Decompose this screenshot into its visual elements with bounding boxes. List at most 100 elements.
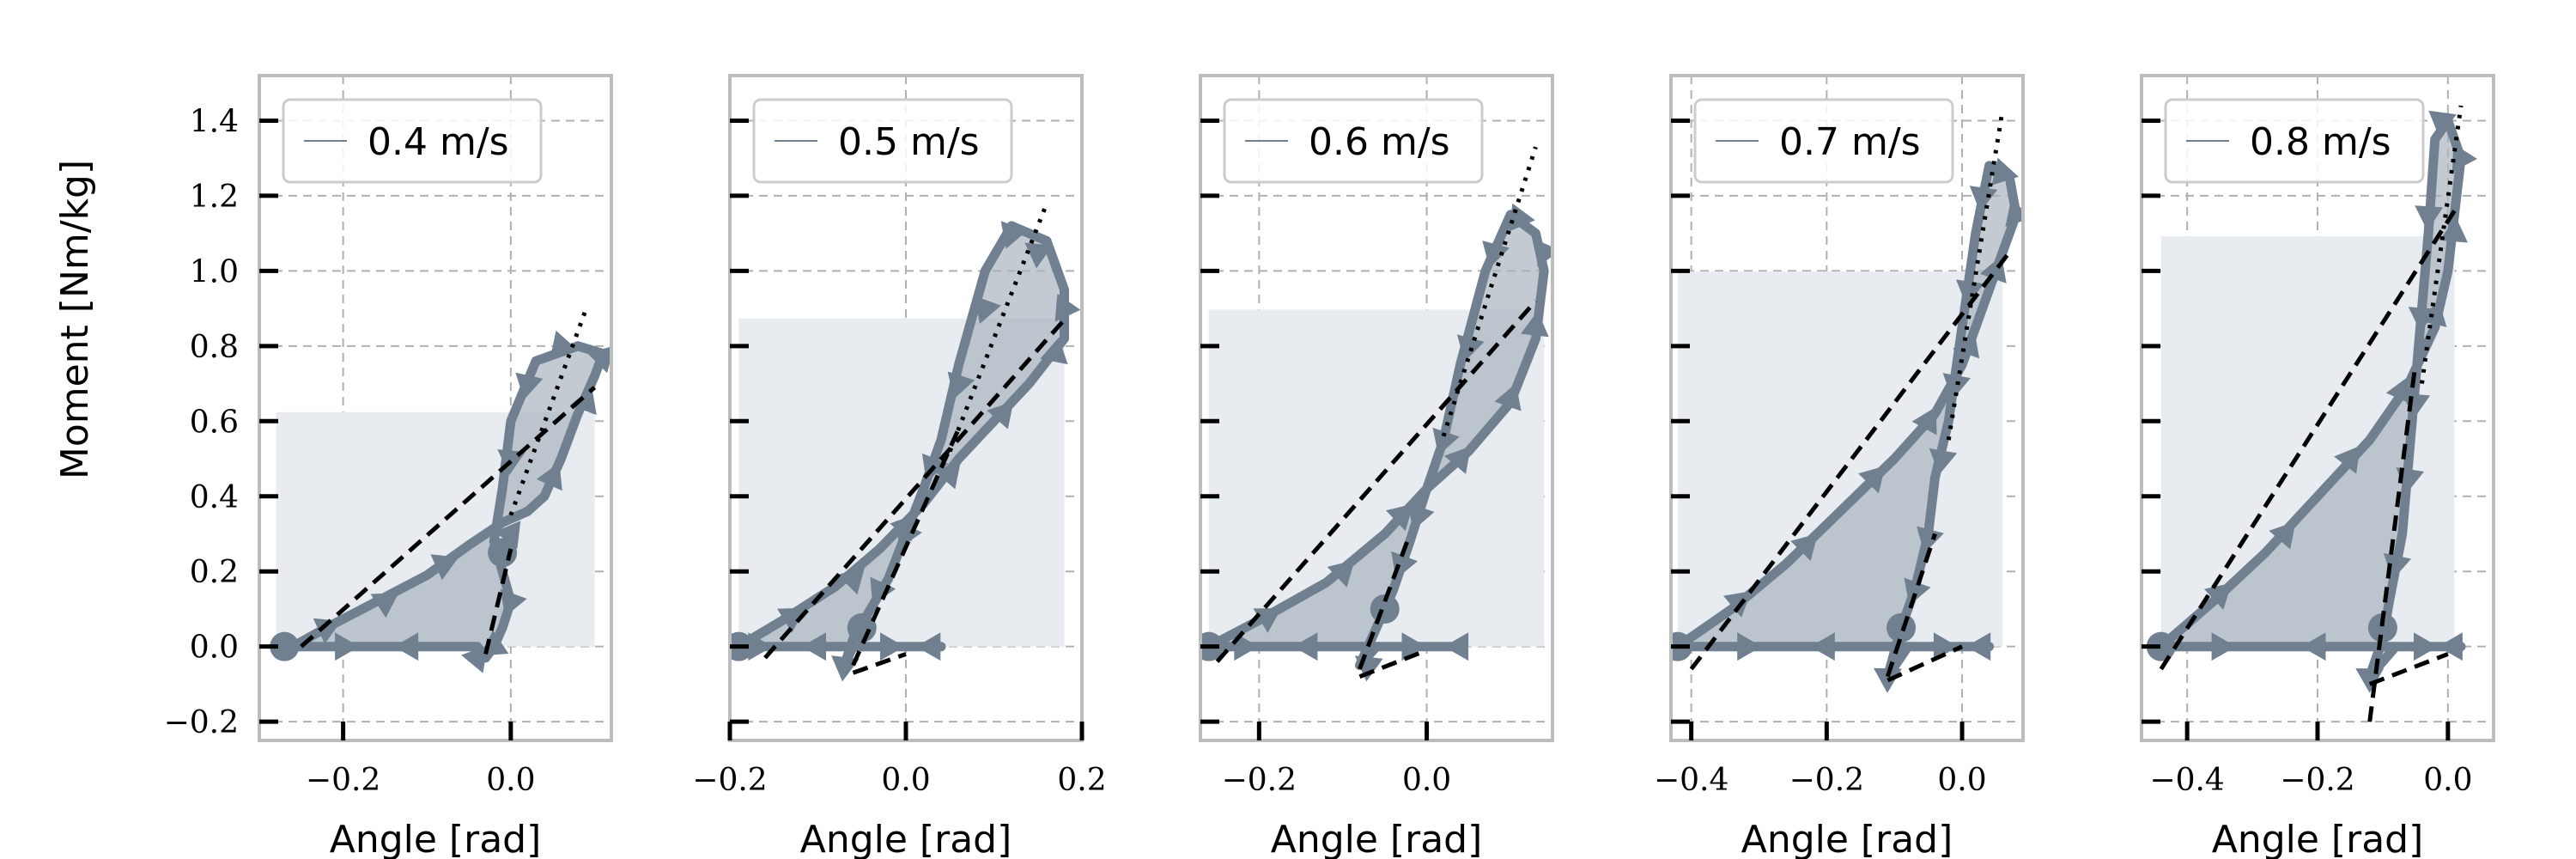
- data-marker: [1482, 241, 1510, 268]
- legend-label: 0.5 m/s: [838, 120, 980, 164]
- panels: −0.2 0.0 0.2 0.4 0.6 0.8 1.0 1.2 1.4 −0.2 0.0 Angle…: [164, 74, 2495, 859]
- data-marker: [2428, 110, 2457, 137]
- panel-5: −0.4 −0.2 0.0 Angle [rad] 0.8 m/s: [2140, 74, 2495, 859]
- data-marker: [2439, 216, 2468, 243]
- y-tick-label: 1.2: [190, 180, 239, 215]
- data-marker: [1443, 632, 1469, 661]
- legend-box: [282, 98, 543, 184]
- x-tick-label: −0.2: [306, 763, 380, 798]
- legend: 0.7 m/s: [1693, 98, 1954, 184]
- data-marker: [1054, 293, 1081, 322]
- panel-1: −0.2 0.0 0.2 0.4 0.6 0.8 1.0 1.2 1.4 −0.2 0.0 Angle…: [164, 74, 613, 859]
- x-tick-label: −0.2: [2280, 763, 2354, 798]
- data-marker: [313, 618, 342, 644]
- data-marker: [1886, 612, 1917, 643]
- legend-label: 0.7 m/s: [1779, 120, 1921, 164]
- x-tick-label: 0.0: [2423, 763, 2472, 798]
- y-tick-label: 0.8: [190, 330, 239, 365]
- data-marker: [1253, 608, 1282, 633]
- data-marker: [430, 554, 459, 581]
- data-marker: [847, 612, 877, 643]
- y-tick-label: 0.0: [190, 631, 239, 666]
- fit-line-dashed: [483, 548, 513, 655]
- loop-fill: [276, 345, 604, 658]
- data-marker: [1443, 446, 1471, 474]
- data-marker: [777, 607, 805, 633]
- data-marker: [1956, 279, 1984, 307]
- legend-label: 0.4 m/s: [368, 120, 509, 164]
- data-marker: [974, 295, 1001, 324]
- x-tick-label: −0.2: [1789, 763, 1864, 798]
- y-tick-label: 1.0: [190, 254, 239, 289]
- data-marker: [1933, 632, 1959, 661]
- data-marker: [2438, 632, 2463, 661]
- legend: 0.4 m/s: [282, 98, 543, 184]
- x-tick-label: 0.0: [1937, 763, 1986, 798]
- data-marker: [2414, 632, 2439, 661]
- fit-line-dashed: [300, 386, 597, 649]
- data-marker: [1407, 503, 1435, 531]
- data-marker: [1494, 383, 1522, 411]
- data-marker: [2146, 631, 2176, 661]
- x-axis-label: Angle [rad]: [330, 818, 542, 859]
- legend-label: 0.6 m/s: [1309, 120, 1450, 164]
- data-marker: [2211, 632, 2237, 661]
- data-marker: [1401, 632, 1426, 661]
- data-marker: [801, 632, 826, 661]
- data-marker: [570, 387, 597, 416]
- data-marker: [1790, 533, 1819, 561]
- data-marker: [335, 632, 360, 661]
- data-marker: [2415, 205, 2444, 231]
- legend-box: [1223, 98, 1484, 184]
- x-tick-label: −0.4: [2149, 763, 2224, 798]
- data-marker: [2334, 446, 2360, 474]
- data-marker: [536, 462, 562, 491]
- data-marker: [2451, 143, 2477, 173]
- axes-frame: [258, 74, 613, 742]
- data-marker: [1904, 577, 1931, 606]
- data-marker: [2301, 632, 2326, 661]
- data-marker: [2367, 612, 2397, 643]
- data-marker: [500, 588, 527, 617]
- data-marker: [1386, 503, 1413, 532]
- loop-fill: [738, 225, 1065, 666]
- fit-line-dotted: [2420, 105, 2464, 384]
- data-marker: [550, 330, 577, 358]
- x-tick-label: −0.2: [1222, 763, 1297, 798]
- fit-line-dashed: [763, 318, 1066, 660]
- y-axis-label-text: Moment [Nm/kg]: [53, 160, 97, 479]
- fit-line-dashed: [851, 428, 961, 667]
- data-marker: [915, 632, 941, 661]
- fit-line-dotted: [508, 308, 589, 516]
- loop-line: [1204, 210, 1549, 670]
- data-marker: [1521, 311, 1549, 338]
- data-marker: [2204, 582, 2233, 610]
- y-tick-label: 0.6: [190, 405, 239, 440]
- y-tick-label: 0.2: [190, 555, 239, 590]
- x-tick-label: 0.2: [1057, 763, 1106, 798]
- fit-line-dashed: [2159, 210, 2457, 671]
- x-tick-label: −0.2: [692, 763, 767, 798]
- data-marker: [370, 593, 399, 618]
- data-marker: [2005, 198, 2023, 227]
- plot-area: [2142, 76, 2494, 740]
- fit-line-dashed: [2367, 364, 2418, 722]
- legend-box: [1693, 98, 1954, 184]
- x-tick-label: 0.0: [881, 763, 930, 798]
- data-marker: [1953, 331, 1980, 359]
- plot-area: [259, 76, 611, 740]
- data-marker: [896, 520, 922, 549]
- data-marker: [393, 632, 419, 661]
- legend: 0.6 m/s: [1223, 98, 1484, 184]
- x-axis-label: Angle [rad]: [1271, 818, 1483, 859]
- data-marker: [1810, 632, 1835, 661]
- data-marker: [515, 372, 544, 400]
- data-marker: [1234, 632, 1259, 661]
- fit-line-dashed: [1215, 299, 1538, 663]
- data-marker: [1040, 337, 1068, 365]
- plot-area: [730, 76, 1082, 740]
- fit-line-dashed: [1689, 251, 2012, 671]
- y-tick-label: 0.4: [190, 480, 239, 515]
- data-marker: [1991, 157, 2019, 186]
- axes-frame: [1669, 74, 2025, 742]
